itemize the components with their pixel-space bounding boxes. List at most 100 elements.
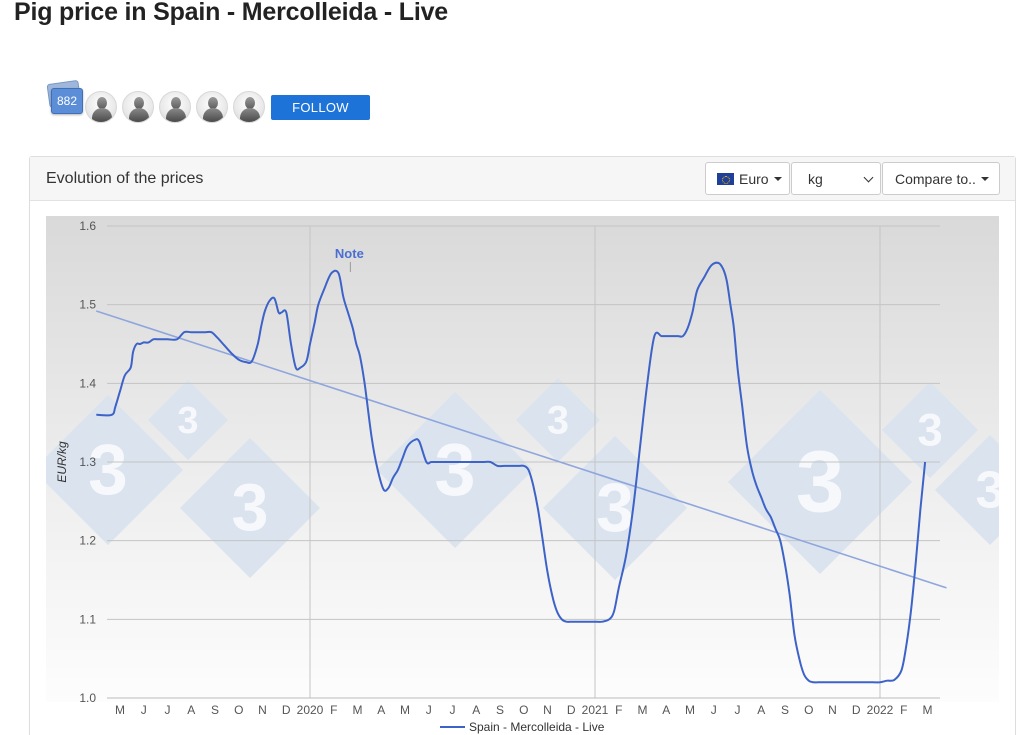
watermark-diamond bbox=[377, 392, 533, 548]
x-tick-label: 2022 bbox=[867, 703, 894, 717]
watermark-glyph: 3 bbox=[88, 430, 128, 510]
watermark-logo: 3 bbox=[46, 395, 183, 545]
currency-dropdown[interactable]: Euro bbox=[705, 162, 790, 195]
user-avatar-icon[interactable] bbox=[85, 91, 117, 123]
x-tick-label: N bbox=[258, 703, 267, 717]
watermark-glyph: 3 bbox=[917, 404, 942, 455]
caret-down-icon bbox=[773, 176, 782, 181]
follower-count: 882 bbox=[51, 88, 83, 114]
user-avatar-icon[interactable] bbox=[159, 91, 191, 123]
x-tick-label: A bbox=[662, 703, 670, 717]
y-tick-label: 1.0 bbox=[79, 691, 96, 705]
y-tick-label: 1.6 bbox=[79, 219, 96, 233]
watermark-logo: 3 bbox=[728, 390, 912, 574]
x-tick-label: J bbox=[450, 703, 456, 717]
x-tick-label: M bbox=[923, 703, 933, 717]
x-tick-label: O bbox=[519, 703, 528, 717]
series-line-spain-mercolleida-live[interactable] bbox=[96, 261, 927, 684]
x-tick-label: D bbox=[282, 703, 291, 717]
trend-layer bbox=[96, 310, 947, 589]
unit-select[interactable]: kg bbox=[791, 162, 881, 195]
annotation-layer[interactable]: Note bbox=[335, 246, 364, 272]
x-tick-label: S bbox=[211, 703, 219, 717]
x-tick-label: N bbox=[543, 703, 552, 717]
user-avatar-icon[interactable] bbox=[122, 91, 154, 123]
x-tick-label: M bbox=[353, 703, 363, 717]
x-tick-label: A bbox=[377, 703, 385, 717]
panel-title: Evolution of the prices bbox=[46, 170, 204, 187]
x-tick-label: J bbox=[735, 703, 741, 717]
compare-dropdown[interactable]: Compare to.. bbox=[882, 162, 1000, 195]
watermark-diamond bbox=[516, 378, 600, 462]
user-avatar-icon[interactable] bbox=[196, 91, 228, 123]
y-axis-label: EUR/kg bbox=[55, 441, 69, 483]
x-tick-label: A bbox=[757, 703, 765, 717]
x-tick-label: J bbox=[426, 703, 432, 717]
x-tick-label: S bbox=[781, 703, 789, 717]
chart-legend[interactable]: Spain - Mercolleida - Live bbox=[440, 720, 605, 734]
x-tick-label: D bbox=[852, 703, 861, 717]
watermark-glyph: 3 bbox=[547, 398, 569, 442]
x-tick-label: J bbox=[711, 703, 717, 717]
watermark-glyph: 3 bbox=[796, 432, 845, 530]
x-tick-label: F bbox=[615, 703, 622, 717]
follow-button[interactable]: FOLLOW bbox=[271, 95, 370, 120]
watermark-logo: 3 bbox=[180, 438, 320, 578]
watermark-glyph: 3 bbox=[434, 428, 475, 511]
x-tick-label: O bbox=[234, 703, 243, 717]
series-layer[interactable] bbox=[96, 261, 927, 684]
watermark-logo: 3 bbox=[882, 382, 978, 478]
y-tick-label: 1.2 bbox=[79, 534, 96, 548]
x-tick-label: F bbox=[900, 703, 907, 717]
currency-label: Euro bbox=[739, 170, 769, 187]
x-tick-label: A bbox=[187, 703, 195, 717]
unit-value: kg bbox=[808, 170, 823, 187]
annotation-note[interactable]: Note bbox=[335, 246, 364, 261]
watermark-glyph: 3 bbox=[232, 471, 269, 545]
panel-header: Evolution of the prices Euro kg Compare … bbox=[30, 157, 1015, 201]
watermark-glyph: 3 bbox=[975, 462, 1004, 520]
page-title: Pig price in Spain - Mercolleida - Live bbox=[14, 0, 448, 26]
x-tick-label: D bbox=[567, 703, 576, 717]
x-axis-ticks: M J J A S O N D 2020 F M A M J J A S O N D 2021 F M A M J J A S O N D 20… bbox=[115, 703, 933, 717]
eu-flag-icon bbox=[717, 172, 734, 185]
x-tick-label: M bbox=[400, 703, 410, 717]
x-tick-label: N bbox=[828, 703, 837, 717]
y-tick-label: 1.4 bbox=[79, 376, 96, 390]
x-tick-label: S bbox=[496, 703, 504, 717]
x-tick-label: O bbox=[804, 703, 813, 717]
y-tick-label: 1.5 bbox=[79, 298, 96, 312]
x-tick-label: F bbox=[330, 703, 337, 717]
legend-label: Spain - Mercolleida - Live bbox=[469, 720, 605, 734]
watermark-logo: 3 bbox=[543, 436, 687, 580]
follower-count-badge[interactable]: 882 bbox=[46, 79, 86, 116]
watermark-logo: 3 bbox=[935, 435, 1004, 545]
y-tick-label: 1.1 bbox=[79, 612, 96, 626]
watermark-diamond bbox=[882, 382, 978, 478]
x-tick-label: A bbox=[472, 703, 480, 717]
x-tick-label: M bbox=[638, 703, 648, 717]
x-tick-label: J bbox=[141, 703, 147, 717]
x-tick-label: 2021 bbox=[582, 703, 609, 717]
watermark-diamond bbox=[935, 435, 999, 545]
trend-line bbox=[96, 310, 947, 589]
x-tick-label: M bbox=[115, 703, 125, 717]
watermark-diamond bbox=[46, 395, 183, 545]
watermark-logo: 3 bbox=[148, 380, 228, 460]
user-avatar-icon[interactable] bbox=[233, 91, 265, 123]
x-tick-label: J bbox=[165, 703, 171, 717]
watermark-diamond bbox=[543, 436, 687, 580]
watermark-diamond bbox=[728, 390, 912, 574]
y-axis-ticks: 1.0 1.1 1.2 1.3 1.4 1.5 1.6 bbox=[79, 219, 96, 705]
y-tick-label: 1.3 bbox=[79, 455, 96, 469]
watermark-logo: 3 bbox=[377, 392, 533, 548]
watermark-logo: 3 bbox=[516, 378, 600, 462]
watermark-diamond bbox=[148, 380, 228, 460]
caret-down-icon bbox=[980, 176, 989, 181]
watermark-diamond bbox=[180, 438, 320, 578]
x-tick-label: 2020 bbox=[297, 703, 324, 717]
x-tick-label: M bbox=[685, 703, 695, 717]
watermark-glyph: 3 bbox=[177, 400, 198, 442]
